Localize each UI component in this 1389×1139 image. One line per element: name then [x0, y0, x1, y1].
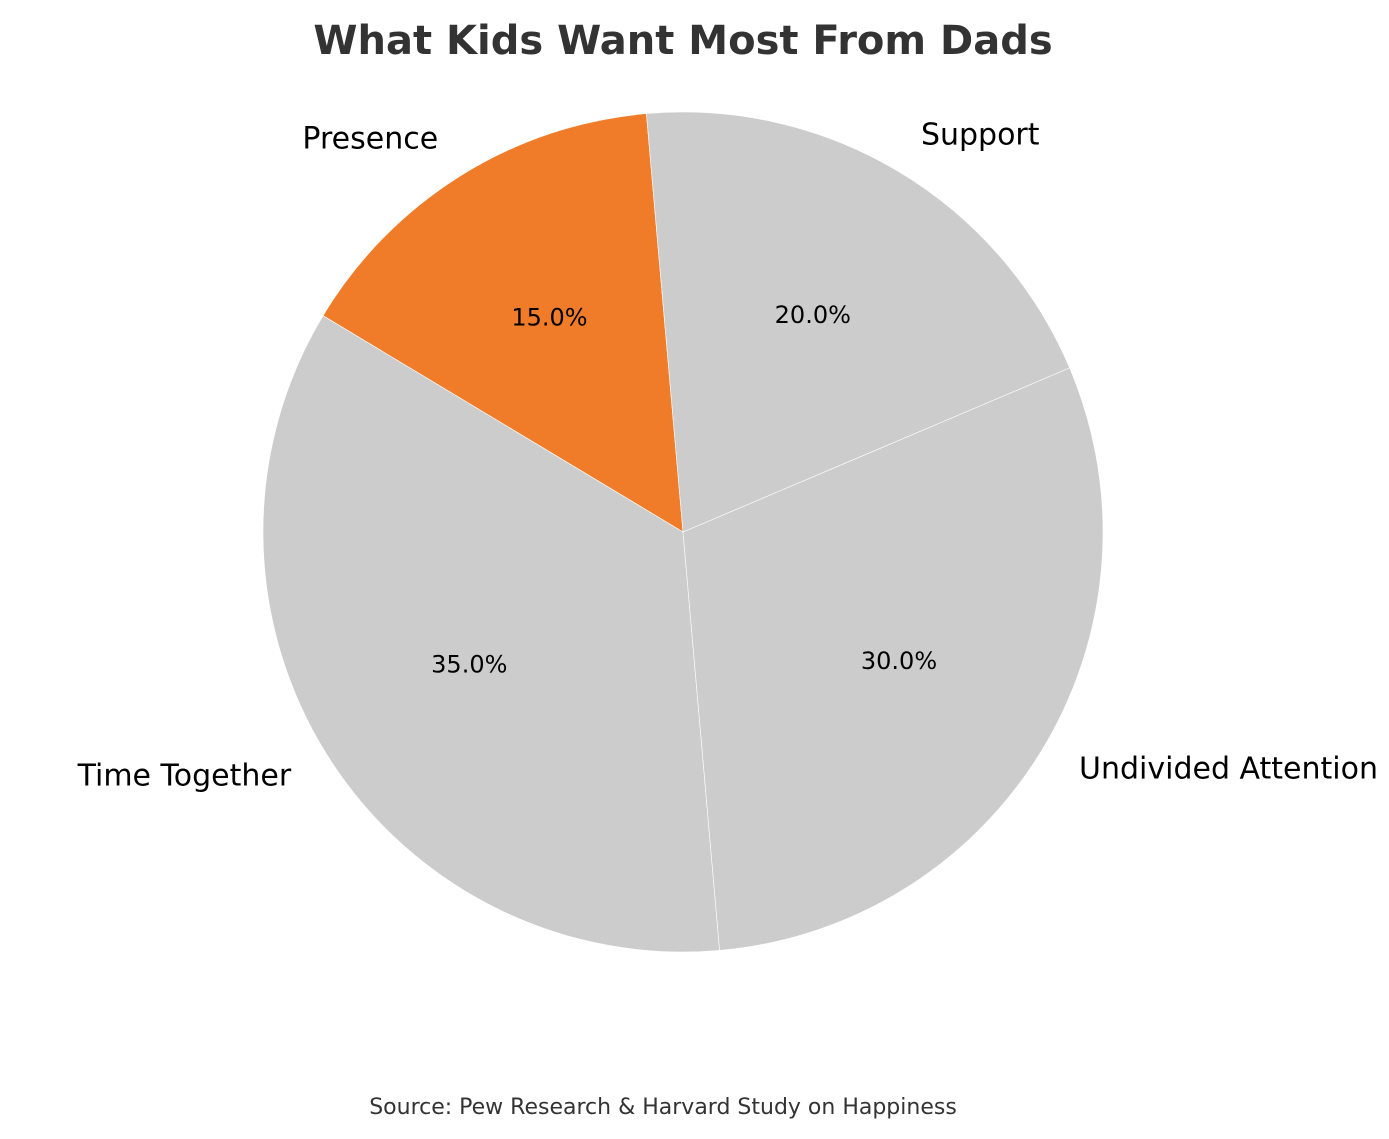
slice-pct-undivided-attention: 30.0% — [861, 647, 937, 675]
chart-title: What Kids Want Most From Dads — [313, 18, 1052, 64]
slice-label-undivided-attention: Undivided Attention — [1079, 751, 1378, 786]
slice-label-time-together: Time Together — [77, 758, 292, 793]
slice-pct-time-together: 35.0% — [431, 651, 507, 679]
slice-pct-support: 20.0% — [775, 301, 851, 329]
source-note: Source: Pew Research & Harvard Study on … — [369, 1095, 957, 1120]
slice-label-presence: Presence — [302, 122, 438, 157]
pie-labels: Presence 15.0% Time Together 35.0% Undivided… — [77, 117, 1378, 793]
pie-slice-time-together — [262, 315, 720, 953]
pie-slice-presence — [322, 113, 684, 533]
slice-label-support: Support — [921, 117, 1040, 152]
pie-slices — [262, 111, 1104, 953]
pie-slice-undivided-attention — [682, 367, 1104, 951]
pie-slice-support — [646, 111, 1071, 533]
slice-pct-presence: 15.0% — [511, 303, 587, 331]
